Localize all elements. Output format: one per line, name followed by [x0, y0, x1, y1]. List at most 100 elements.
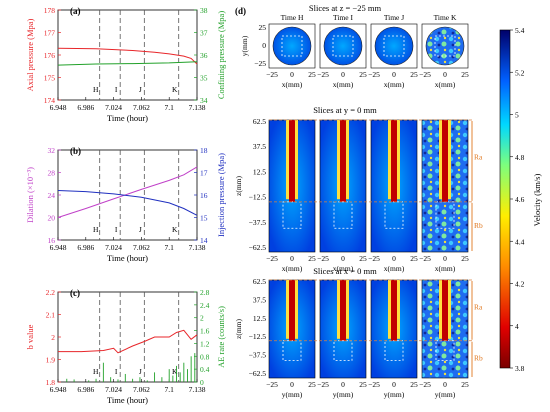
series-line — [57, 190, 198, 216]
z-tick-label: 37.5 — [253, 295, 266, 304]
event-label: H — [93, 367, 99, 376]
x-tick-label: 0 — [341, 254, 345, 263]
fracture-core — [391, 280, 397, 341]
colorbar-gradient — [499, 29, 511, 369]
x-axis-label: Time (hour) — [107, 113, 148, 123]
x-tick-label: 7.024 — [105, 103, 122, 112]
x-tick-label: 0 — [341, 380, 345, 389]
y-right-label: Confining pressure (Mpa) — [216, 11, 226, 99]
region-box — [333, 340, 353, 361]
region-box — [332, 35, 354, 57]
x-tick-label: 6.948 — [50, 103, 67, 112]
y-left-tick-label: 28 — [48, 169, 56, 178]
x-tick-label: 25 — [308, 380, 316, 389]
slice-circle — [272, 26, 312, 66]
x-tick-label: 0 — [443, 70, 447, 79]
z-tick-label: −12.5 — [249, 332, 267, 341]
slice-circle — [425, 26, 465, 66]
x-tick-label: −25 — [368, 380, 380, 389]
z-tick-label: 62.5 — [253, 117, 266, 126]
y-right-tick-label: 15 — [200, 214, 208, 223]
x-tick-label: 6.986 — [77, 385, 94, 394]
x-axis-label: x(mm) — [333, 264, 354, 273]
x-axis-label: x(mm) — [384, 80, 405, 89]
time-title: Time J — [384, 13, 404, 22]
x-axis-label: y(mm) — [282, 390, 303, 399]
z-tick-label: 12.5 — [253, 314, 266, 323]
time-title: Time H — [281, 13, 304, 22]
x-tick-label: −25 — [419, 254, 431, 263]
row1-title: Slices at z = −25 mm — [309, 3, 382, 13]
series-line — [57, 47, 198, 65]
event-label: K — [172, 225, 178, 234]
y-left-tick-label: 2.1 — [46, 311, 56, 320]
x-tick-label: 25 — [410, 70, 418, 79]
event-label: K — [172, 85, 178, 94]
row3-title: Slices at x = 0 mm — [313, 266, 377, 276]
x-tick-label: 25 — [461, 254, 469, 263]
x-tick-label: 0 — [443, 380, 447, 389]
y-right-label: Injection pressure (Mpa) — [216, 153, 226, 237]
colorbar-tick-label: 3.8 — [515, 364, 525, 373]
y-left-tick-label: 2.2 — [46, 288, 56, 297]
x-tick-label: 7.1 — [165, 103, 175, 112]
x-axis-label: Time (hour) — [107, 395, 148, 405]
x-axis-label: y(mm) — [333, 390, 354, 399]
slice-circle — [374, 26, 414, 66]
x-tick-label: −25 — [419, 70, 431, 79]
y-left-tick-label: 24 — [48, 191, 56, 200]
x-tick-label: −25 — [266, 254, 278, 263]
fracture-core — [340, 280, 346, 341]
ra-label: Ra — [474, 302, 483, 311]
y-right-tick-label: 2.8 — [200, 288, 210, 297]
x-tick-label: 25 — [461, 70, 469, 79]
colorbar-tick-label: 4.2 — [515, 280, 525, 289]
x-tick-label: −25 — [368, 254, 380, 263]
region-box — [333, 201, 353, 229]
event-label: H — [93, 85, 99, 94]
x-tick-label: 25 — [308, 70, 316, 79]
series-line — [57, 166, 198, 218]
y-right-tick-label: 18 — [200, 146, 208, 155]
y-left-label: b value — [25, 324, 35, 349]
x-axis-label: x(mm) — [384, 264, 405, 273]
x-axis-label: x(mm) — [333, 80, 354, 89]
x-tick-label: 0 — [443, 254, 447, 263]
event-label: J — [139, 367, 142, 376]
z-tick-label: 62.5 — [253, 277, 266, 286]
y-left-tick-label: 32 — [48, 146, 56, 155]
colorbar-tick-label: 5 — [515, 111, 519, 120]
y-right-tick-label: 2 — [200, 314, 204, 323]
x-tick-label: 7.062 — [133, 243, 150, 252]
region-box — [383, 35, 405, 57]
x-tick-label: 7.138 — [189, 103, 206, 112]
y-right-label: AE rate (counts/s) — [216, 306, 226, 368]
series-line — [57, 61, 198, 66]
y-right-tick-label: 17 — [200, 169, 208, 178]
x-axis-label: x(mm) — [435, 80, 456, 89]
z-tick-label: −62.5 — [249, 369, 267, 378]
x-tick-label: 7.024 — [105, 385, 122, 394]
x-tick-label: 0 — [290, 254, 294, 263]
z-axis-label: z(mm) — [234, 319, 243, 339]
x-tick-label: 6.986 — [77, 243, 94, 252]
fracture-core — [391, 120, 397, 202]
y-tick-label: 0 — [262, 41, 266, 50]
y-left-label: Dilation (×10⁻³) — [25, 167, 35, 223]
x-tick-label: 25 — [359, 70, 367, 79]
panel-label-a: (a) — [70, 6, 81, 16]
z-tick-label: −12.5 — [249, 193, 267, 202]
slice-circle — [323, 26, 363, 66]
fracture-core — [442, 280, 448, 341]
colorbar-tick-label: 5.2 — [515, 68, 525, 77]
x-tick-label: 0 — [392, 70, 396, 79]
x-tick-label: −25 — [317, 380, 329, 389]
y-left-tick-label: 16 — [48, 236, 56, 245]
x-tick-label: 7.062 — [133, 385, 150, 394]
y-right-tick-label: 37 — [200, 29, 208, 38]
x-tick-label: 25 — [359, 254, 367, 263]
panel-label-d: (d) — [235, 6, 246, 16]
y-left-tick-label: 175 — [44, 74, 56, 83]
x-tick-label: −25 — [266, 380, 278, 389]
row2-title: Slices at y = 0 mm — [313, 105, 377, 115]
